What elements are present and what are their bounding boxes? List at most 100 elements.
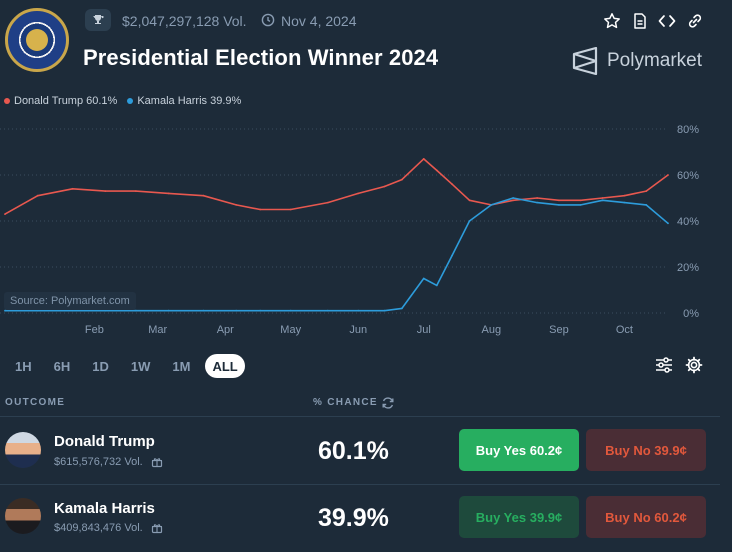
range-1d[interactable]: 1D bbox=[92, 358, 109, 374]
data-point bbox=[4, 213, 6, 215]
embed-code-icon[interactable] bbox=[656, 10, 678, 32]
outcome-name[interactable]: Kamala Harris bbox=[54, 500, 155, 517]
data-point bbox=[468, 220, 471, 222]
data-point bbox=[601, 197, 604, 199]
data-point bbox=[289, 208, 292, 211]
data-point bbox=[235, 309, 238, 312]
trump-dot-icon bbox=[4, 98, 10, 104]
data-point bbox=[326, 201, 329, 204]
series-line-donald-trump[interactable] bbox=[4, 158, 669, 215]
refresh-icon[interactable] bbox=[381, 396, 395, 415]
data-point bbox=[4, 309, 6, 312]
range-1h[interactable]: 1H bbox=[15, 358, 32, 374]
data-point bbox=[357, 309, 360, 312]
gift-icon[interactable] bbox=[151, 456, 163, 468]
market-seal-icon bbox=[5, 8, 69, 72]
x-tick-label: Feb bbox=[85, 324, 104, 336]
legend-label: Donald Trump 60.1% bbox=[14, 95, 118, 107]
data-point bbox=[202, 194, 205, 197]
data-point bbox=[579, 199, 582, 202]
data-point bbox=[558, 199, 560, 202]
data-point bbox=[357, 192, 360, 195]
data-point bbox=[235, 204, 238, 206]
data-point bbox=[512, 197, 515, 199]
buy-no-button[interactable]: Buy No 39.9¢ bbox=[586, 429, 706, 471]
data-point bbox=[71, 187, 74, 190]
avatar-trump bbox=[5, 432, 41, 468]
data-point bbox=[383, 309, 386, 312]
data-point bbox=[167, 309, 170, 312]
data-point bbox=[259, 208, 262, 211]
market-volume: $2,047,297,128 Vol. bbox=[122, 13, 247, 29]
data-point bbox=[623, 194, 626, 197]
source-label: Source: Polymarket.com bbox=[4, 292, 136, 310]
data-point bbox=[512, 199, 515, 202]
data-point bbox=[451, 183, 453, 186]
data-point bbox=[558, 204, 560, 206]
data-point bbox=[435, 284, 438, 287]
data-point bbox=[422, 158, 425, 160]
outcome-header: OUTCOME bbox=[5, 397, 66, 408]
data-point bbox=[36, 194, 39, 197]
harris-dot-icon bbox=[127, 98, 134, 104]
legend-label: Kamala Harris 39.9% bbox=[137, 95, 242, 107]
data-point bbox=[468, 199, 471, 202]
legend-item-trump: Donald Trump 60.1% bbox=[4, 95, 117, 107]
x-tick-label: Oct bbox=[616, 324, 633, 336]
y-tick-label: 60% bbox=[677, 170, 699, 182]
y-tick-label: 0% bbox=[683, 308, 699, 320]
y-tick-label: 80% bbox=[677, 124, 699, 136]
avatar-harris bbox=[5, 498, 41, 534]
gift-icon[interactable] bbox=[151, 522, 163, 534]
time-range-selector: 1H 6H 1D 1W 1M ALL bbox=[8, 354, 245, 378]
data-point bbox=[451, 254, 453, 257]
brand-name: Polymarket bbox=[607, 50, 703, 71]
document-icon[interactable] bbox=[629, 10, 651, 32]
outcome-name[interactable]: Donald Trump bbox=[54, 433, 155, 450]
volume-text: $615,576,732 Vol. bbox=[54, 456, 143, 468]
range-all[interactable]: ALL bbox=[205, 354, 245, 378]
range-1m[interactable]: 1M bbox=[172, 358, 191, 374]
volume-text: $409,843,476 Vol. bbox=[54, 522, 143, 534]
market-end-date: Nov 4, 2024 bbox=[281, 13, 357, 29]
data-point bbox=[645, 190, 648, 192]
data-point bbox=[104, 190, 107, 192]
buy-yes-button[interactable]: Buy Yes 60.2¢ bbox=[459, 429, 579, 471]
range-6h[interactable]: 6H bbox=[53, 358, 71, 374]
range-1w[interactable]: 1W bbox=[130, 358, 151, 374]
x-tick-label: Aug bbox=[482, 324, 502, 336]
data-point bbox=[401, 178, 403, 181]
star-icon[interactable] bbox=[601, 10, 623, 32]
data-point bbox=[579, 204, 582, 206]
legend-item-harris: Kamala Harris 39.9% bbox=[127, 95, 241, 107]
clock-icon bbox=[261, 13, 275, 32]
data-point bbox=[326, 309, 329, 312]
link-icon[interactable] bbox=[684, 10, 706, 32]
chance-header: % CHANCE bbox=[313, 397, 378, 408]
data-point bbox=[259, 309, 262, 312]
buy-no-button[interactable]: Buy No 60.2¢ bbox=[586, 496, 706, 538]
data-point bbox=[401, 307, 403, 310]
buy-yes-button[interactable]: Buy Yes 39.9¢ bbox=[459, 496, 579, 538]
x-tick-label: Jul bbox=[417, 324, 431, 336]
x-tick-label: Apr bbox=[217, 324, 234, 336]
data-point bbox=[490, 204, 493, 206]
data-point bbox=[645, 204, 648, 206]
filter-sliders-icon[interactable] bbox=[655, 357, 673, 378]
market-title: Presidential Election Winner 2024 bbox=[83, 45, 439, 70]
outcome-chance: 39.9% bbox=[318, 504, 389, 532]
data-point bbox=[623, 201, 626, 204]
data-point bbox=[289, 309, 292, 312]
trophy-icon[interactable] bbox=[85, 9, 111, 31]
x-tick-label: Jun bbox=[349, 324, 367, 336]
probability-chart[interactable]: 80% 60% 40% 20% 0% Feb Mar Apr May Jun Jul Aug Sep O… bbox=[0, 118, 720, 340]
outcome-volume: $409,843,476 Vol. bbox=[54, 522, 163, 534]
settings-gear-icon[interactable] bbox=[685, 356, 703, 379]
data-point bbox=[667, 222, 669, 225]
outcome-volume: $615,576,732 Vol. bbox=[54, 456, 163, 468]
data-point bbox=[134, 309, 137, 312]
y-tick-label: 40% bbox=[677, 216, 699, 228]
y-tick-label: 20% bbox=[677, 262, 699, 274]
data-point bbox=[134, 190, 137, 192]
polymarket-logo-icon bbox=[572, 47, 598, 75]
